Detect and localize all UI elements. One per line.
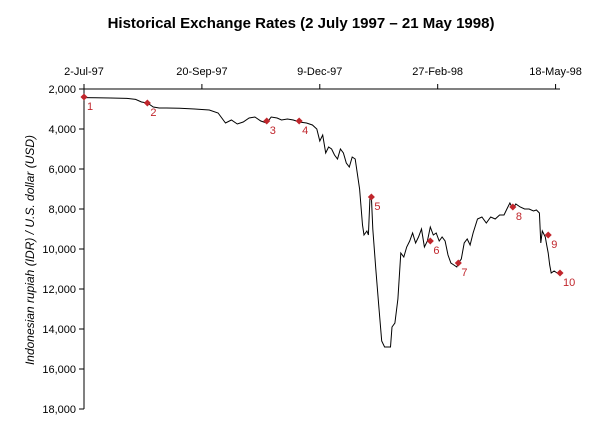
y-tick-label: 12,000 [42, 284, 76, 296]
event-marker [263, 117, 271, 125]
event-label: 8 [516, 211, 522, 223]
event-markers: 1 2 3 4 5 6 7 8 9 10 [80, 93, 575, 289]
y-axis-label: Indonesian rupiah (IDR) / U.S. dollar (U… [23, 135, 37, 365]
event-label: 9 [551, 239, 557, 251]
event-marker [509, 203, 517, 211]
y-tick-label: 8,000 [48, 204, 76, 216]
y-tick-label: 4,000 [48, 124, 76, 136]
y-tick-label: 14,000 [42, 324, 76, 336]
event-label: 7 [461, 267, 467, 279]
event-marker [143, 99, 151, 107]
event-label: 10 [563, 277, 575, 289]
event-marker [80, 93, 88, 101]
event-label: 1 [87, 101, 93, 113]
x-tick-label: 27-Feb-98 [412, 66, 463, 78]
event-label: 2 [150, 107, 156, 119]
event-marker [426, 237, 434, 245]
y-axis-ticks: 2,000 4,000 6,000 8,000 10,000 12,000 14,000 16… [42, 84, 84, 416]
x-tick-label: 9-Dec-97 [297, 66, 342, 78]
event-label: 3 [270, 125, 276, 137]
event-marker [367, 193, 375, 201]
exchange-rate-line [83, 97, 561, 348]
x-tick-label: 2-Jul-97 [64, 66, 104, 78]
x-axis-ticks: 2-Jul-97 20-Sep-97 9-Dec-97 27-Feb-98 18-May… [64, 66, 582, 89]
y-tick-label: 2,000 [48, 84, 76, 96]
event-marker [556, 269, 564, 277]
event-label: 6 [433, 245, 439, 257]
y-tick-label: 18,000 [42, 404, 76, 416]
y-tick-label: 16,000 [42, 364, 76, 376]
y-tick-label: 10,000 [42, 244, 76, 256]
event-label: 5 [374, 201, 380, 213]
event-marker [454, 259, 462, 267]
x-tick-label: 20-Sep-97 [176, 66, 227, 78]
x-tick-label: 18-May-98 [529, 66, 582, 78]
y-tick-label: 6,000 [48, 164, 76, 176]
chart-title: Historical Exchange Rates (2 July 1997 –… [108, 15, 495, 32]
event-marker [544, 231, 552, 239]
event-marker [295, 117, 303, 125]
event-label: 4 [302, 125, 308, 137]
